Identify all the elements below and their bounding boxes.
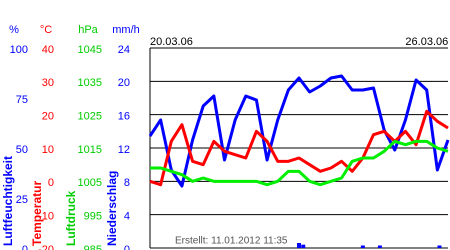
axis-unit: °C bbox=[40, 24, 52, 36]
y-tick-label: -20 bbox=[38, 244, 54, 250]
data-line bbox=[148, 74, 450, 188]
y-tick-label: 1045 bbox=[78, 44, 102, 56]
y-tick-label: 8 bbox=[124, 177, 130, 189]
precipitation-bar bbox=[360, 245, 365, 248]
precipitation-bar bbox=[377, 245, 382, 248]
y-tick-label: 75 bbox=[16, 94, 28, 106]
x-tick-label: 20.03.06 bbox=[150, 36, 193, 48]
y-tick-label: 1005 bbox=[78, 177, 102, 189]
y-tick-label: 20 bbox=[118, 77, 130, 89]
y-tick-label: 1025 bbox=[78, 111, 102, 123]
axis-title: Temperatur bbox=[30, 181, 44, 246]
y-tick-label: 40 bbox=[42, 44, 54, 56]
axis-unit: mm/h bbox=[112, 24, 140, 36]
data-line bbox=[149, 109, 449, 187]
y-tick-label: 20 bbox=[42, 111, 54, 123]
y-tick-label: 0 bbox=[124, 244, 130, 250]
y-tick-label: 4 bbox=[124, 211, 130, 223]
y-tick-label: 100 bbox=[10, 44, 28, 56]
axis-title: Luftdruck bbox=[64, 190, 78, 246]
y-tick-label: 10 bbox=[42, 144, 54, 156]
y-tick-label: 25 bbox=[16, 194, 28, 206]
y-tick-label: 1015 bbox=[78, 144, 102, 156]
y-tick-label: 985 bbox=[84, 244, 102, 250]
axis-title: Luftfeuchtigkeit bbox=[1, 156, 15, 246]
y-tick-label: 30 bbox=[42, 77, 54, 89]
y-tick-label: 50 bbox=[16, 144, 28, 156]
precipitation-bar bbox=[301, 244, 306, 248]
created-note: Erstellt: 11.01.2012 11:35 bbox=[175, 236, 288, 247]
precipitation-bar bbox=[297, 243, 301, 248]
axis-title: Niederschlag bbox=[105, 171, 119, 246]
y-tick-label: 24 bbox=[118, 44, 130, 56]
axis-unit: % bbox=[9, 24, 19, 36]
data-line bbox=[150, 139, 449, 187]
y-tick-label: 995 bbox=[84, 211, 102, 223]
y-tick-label: 1035 bbox=[78, 77, 102, 89]
precipitation-bar bbox=[437, 245, 442, 248]
y-tick-label: 0 bbox=[22, 244, 28, 250]
y-tick-label: -10 bbox=[38, 211, 54, 223]
plot-layer: % 0 25 50 75 100 Luftfeuchtigkeit °C -20 -10 0 10 20… bbox=[1, 24, 450, 250]
axis-unit: hPa bbox=[78, 24, 98, 36]
y-tick-label: 12 bbox=[118, 144, 130, 156]
y-tick-label: 16 bbox=[118, 111, 130, 123]
x-tick-label: 26.03.06 bbox=[405, 36, 448, 48]
y-tick-label: 0 bbox=[48, 177, 54, 189]
